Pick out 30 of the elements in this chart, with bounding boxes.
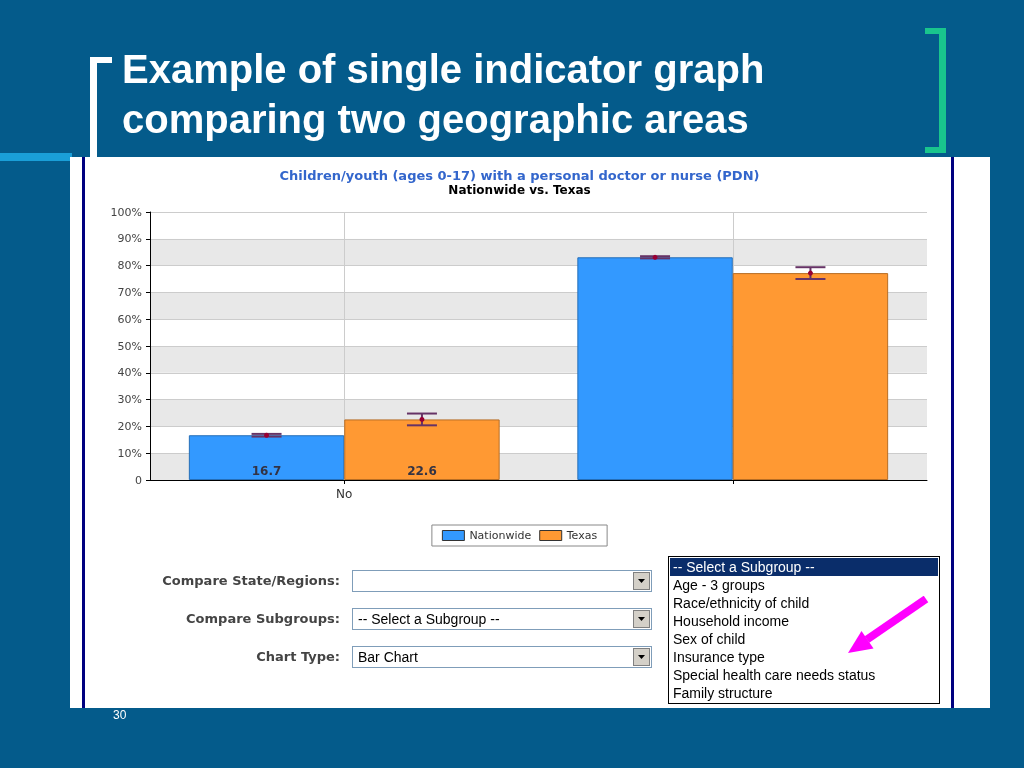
y-tick-label: 20% xyxy=(117,419,142,433)
chart-subtitle: Nationwide vs. Texas xyxy=(448,183,591,197)
bar xyxy=(577,257,733,480)
y-tick-label: 40% xyxy=(117,366,142,380)
y-tick-label: 50% xyxy=(117,339,142,353)
bar xyxy=(732,273,889,480)
y-tick-label: 80% xyxy=(117,259,142,273)
legend-label: Texas xyxy=(565,529,598,542)
chart-title: Children/youth (ages 0-17) with a personal doctor or nurse (PDN) xyxy=(279,168,760,183)
dropdown-list: -- Select a Subgroup -- Age - 3 groups Race/ethnicity of child Household income Sex of child Insurance type Special health care needs status Family structure xyxy=(668,556,940,704)
y-tick-label: 70% xyxy=(117,285,142,299)
dropdown-field: -- Select a Subgroup -- xyxy=(352,608,652,630)
text: Example of single indicator graph comparing two geographic areas xyxy=(122,46,766,143)
x-tick-label: No xyxy=(336,487,353,501)
data-label: 22.6 xyxy=(407,464,437,478)
y-tick-label: 60% xyxy=(117,312,142,326)
y-tick-label: 10% xyxy=(117,446,142,460)
text: Compare State/Regions: xyxy=(161,572,340,590)
text: Chart Type: xyxy=(255,648,340,666)
text: 30 xyxy=(113,708,127,722)
y-tick-label: 100% xyxy=(110,205,142,219)
y-tick-label: 30% xyxy=(117,393,142,407)
bar xyxy=(188,435,345,480)
y-tick-label: 0 xyxy=(135,473,142,487)
data-label: 16.7 xyxy=(251,464,282,478)
y-tick-label: 90% xyxy=(117,232,142,246)
dropdown-field: Bar Chart xyxy=(352,646,652,668)
text: Compare Subgroups: xyxy=(185,610,340,628)
legend-label: Nationwide xyxy=(469,529,532,542)
bar xyxy=(344,419,500,480)
